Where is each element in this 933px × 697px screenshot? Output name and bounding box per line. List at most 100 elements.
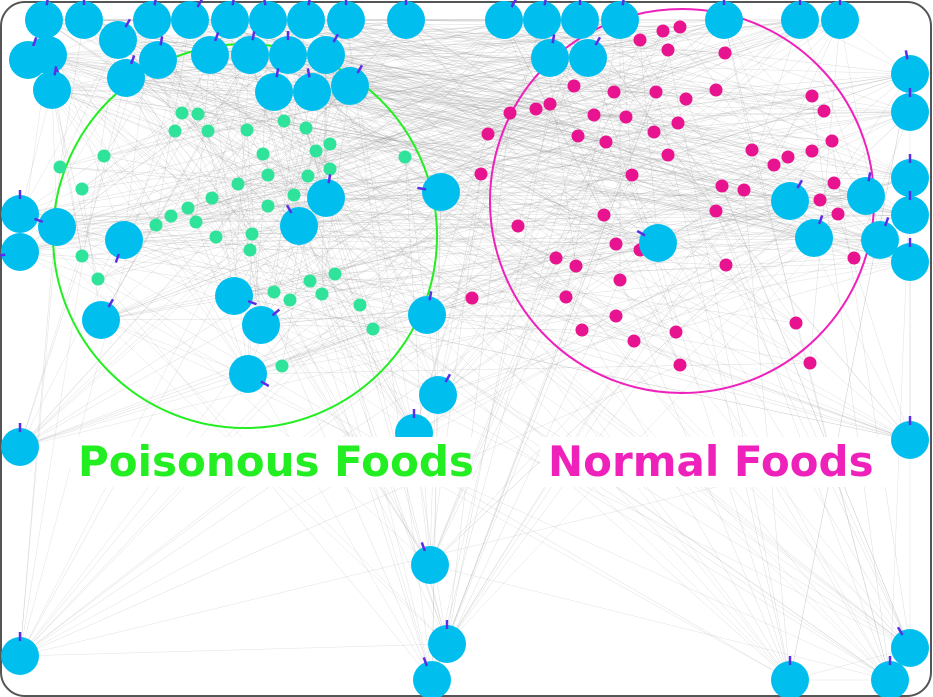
agent-circle-icon[interactable] xyxy=(891,50,929,93)
poison-food-dot-icon xyxy=(261,168,275,182)
agent-circle-icon[interactable] xyxy=(569,36,607,77)
poison-food-dot-icon xyxy=(75,249,89,263)
agent-circle-icon[interactable] xyxy=(139,36,177,79)
agent-circle-icon[interactable] xyxy=(408,291,446,334)
agent-circle-icon[interactable] xyxy=(331,64,369,105)
sensor-line xyxy=(100,191,442,321)
agent-circle-icon[interactable] xyxy=(523,0,561,39)
agent-circle-icon[interactable] xyxy=(133,0,171,39)
agent-circle-icon[interactable] xyxy=(0,233,39,271)
agent-circle-icon[interactable] xyxy=(891,191,929,234)
sensor-line xyxy=(83,19,669,156)
sensor-line xyxy=(426,242,659,316)
agent-circle-icon[interactable] xyxy=(705,0,743,39)
agent-circle-icon[interactable] xyxy=(891,88,929,131)
agent-circle-icon[interactable] xyxy=(771,656,809,697)
agent-circle-icon[interactable] xyxy=(636,224,677,262)
sensor-line xyxy=(724,52,911,75)
agent-circle-icon[interactable] xyxy=(171,0,209,39)
agent-body xyxy=(891,196,929,234)
agent-circle-icon[interactable] xyxy=(891,416,929,459)
agent-circle-icon[interactable] xyxy=(107,55,145,97)
agent-circle-icon[interactable] xyxy=(891,238,929,281)
agent-circle-icon[interactable] xyxy=(861,217,899,259)
normal-food-dot-icon xyxy=(847,251,861,265)
normal-food-dot-icon xyxy=(719,258,733,272)
agent-circle-icon[interactable] xyxy=(287,0,325,39)
agent-circle-icon[interactable] xyxy=(327,0,365,39)
agent-circle-icon[interactable] xyxy=(821,0,859,39)
agent-circle-icon[interactable] xyxy=(307,33,345,74)
agent-circle-icon[interactable] xyxy=(99,18,137,59)
sensor-line xyxy=(579,19,881,241)
agent-heading-marker xyxy=(543,0,547,6)
agent-circle-icon[interactable] xyxy=(1,632,39,675)
sensor-line xyxy=(437,249,641,396)
agent-circle-icon[interactable] xyxy=(795,215,833,257)
agent-circle-icon[interactable] xyxy=(413,657,451,697)
agent-circle-icon[interactable] xyxy=(781,0,819,39)
agent-circle-icon[interactable] xyxy=(847,172,885,215)
agent-circle-icon[interactable] xyxy=(428,620,466,663)
agent-circle-icon[interactable] xyxy=(1,190,39,233)
poison-food-dot-icon xyxy=(245,227,259,241)
sensor-line xyxy=(195,54,211,223)
sensor-line xyxy=(405,19,911,649)
agent-circle-icon[interactable] xyxy=(269,31,307,74)
sensor-line xyxy=(549,57,891,681)
agent-circle-icon[interactable] xyxy=(891,626,929,667)
agent-circle-icon[interactable] xyxy=(561,0,599,39)
agent-circle-icon[interactable] xyxy=(387,0,425,39)
sensor-line xyxy=(555,200,791,259)
sensor-line xyxy=(593,19,725,116)
normal-food-dot-icon xyxy=(647,125,661,139)
agent-circle-icon[interactable] xyxy=(871,656,909,697)
agent-circle-icon[interactable] xyxy=(485,0,523,39)
agent-circle-icon[interactable] xyxy=(280,204,318,245)
agent-circle-icon[interactable] xyxy=(242,306,281,344)
agent-circle-icon[interactable] xyxy=(293,68,331,111)
poison-food-dot-icon xyxy=(243,243,257,257)
agent-circle-icon[interactable] xyxy=(105,221,143,263)
agent-circle-icon[interactable] xyxy=(9,37,47,79)
agent-circle-icon[interactable] xyxy=(34,208,76,246)
agent-circle-icon[interactable] xyxy=(211,0,249,39)
agent-circle-icon[interactable] xyxy=(307,174,345,217)
agent-circle-icon[interactable] xyxy=(531,34,569,77)
sensor-line xyxy=(209,54,775,166)
agent-circle-icon[interactable] xyxy=(82,298,120,339)
sensor-line xyxy=(431,49,669,681)
sensor-line xyxy=(155,224,891,681)
agent-circle-icon[interactable] xyxy=(891,154,929,197)
sensor-line xyxy=(305,19,687,100)
sensor-line xyxy=(249,242,659,251)
normal-food-dot-icon xyxy=(715,179,729,193)
sensor-line xyxy=(47,54,249,375)
agent-circle-icon[interactable] xyxy=(255,68,293,111)
agent-circle-icon[interactable] xyxy=(229,355,270,393)
sensor-line xyxy=(27,59,677,333)
agent-circle-icon[interactable] xyxy=(249,0,287,39)
sensor-line xyxy=(51,89,891,681)
agent-circle-icon[interactable] xyxy=(191,32,229,74)
agent-circle-icon[interactable] xyxy=(33,66,71,109)
sensor-line xyxy=(811,95,891,681)
agent-circle-icon[interactable] xyxy=(25,0,63,39)
agent-circle-icon[interactable] xyxy=(417,173,460,211)
agent-circle-icon[interactable] xyxy=(231,31,269,74)
sensor-line xyxy=(405,19,813,152)
normal-food-dot-icon xyxy=(805,144,819,158)
sensor-line xyxy=(315,19,347,152)
sensor-line xyxy=(487,73,911,135)
agent-heading-marker xyxy=(422,657,429,667)
agent-circle-icon[interactable] xyxy=(419,373,457,414)
agent-circle-icon[interactable] xyxy=(411,542,449,584)
agent-circle-icon[interactable] xyxy=(1,423,39,466)
agent-circle-icon[interactable] xyxy=(215,277,257,315)
sensor-line xyxy=(831,140,911,649)
agent-circle-icon[interactable] xyxy=(65,0,103,39)
agent-circle-icon[interactable] xyxy=(771,179,809,220)
sensor-line xyxy=(170,57,551,217)
agent-circle-icon[interactable] xyxy=(601,0,639,39)
